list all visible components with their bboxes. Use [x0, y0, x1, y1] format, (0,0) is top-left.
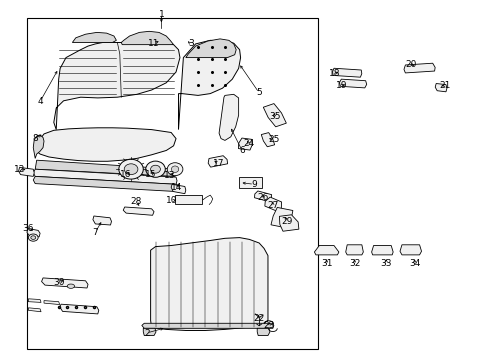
Polygon shape	[54, 42, 180, 130]
Ellipse shape	[167, 163, 183, 176]
Polygon shape	[37, 128, 176, 161]
Polygon shape	[257, 328, 269, 336]
Text: 3: 3	[187, 40, 193, 49]
Polygon shape	[403, 63, 434, 73]
Text: 28: 28	[130, 197, 142, 206]
Text: 16: 16	[120, 171, 132, 180]
Bar	[175, 195, 202, 204]
Polygon shape	[143, 328, 156, 336]
Text: 5: 5	[256, 88, 262, 97]
Text: 26: 26	[257, 194, 268, 202]
Text: 32: 32	[348, 259, 360, 268]
Polygon shape	[142, 323, 273, 328]
Text: 30: 30	[53, 278, 64, 287]
Polygon shape	[238, 138, 252, 150]
Text: 33: 33	[380, 259, 391, 268]
Text: 1: 1	[158, 10, 164, 19]
Text: 36: 36	[22, 224, 34, 233]
Ellipse shape	[124, 164, 138, 175]
Polygon shape	[208, 156, 227, 167]
Polygon shape	[219, 94, 238, 140]
Text: 18: 18	[328, 68, 340, 77]
Text: 21: 21	[438, 81, 450, 90]
Text: 10: 10	[166, 197, 178, 205]
Text: 35: 35	[268, 112, 280, 121]
Text: 23: 23	[263, 321, 274, 330]
Text: 7: 7	[92, 228, 98, 237]
Bar	[238, 177, 262, 188]
Polygon shape	[33, 176, 178, 192]
Text: 6: 6	[239, 146, 244, 155]
Polygon shape	[185, 39, 236, 58]
Polygon shape	[35, 160, 176, 176]
Text: 20: 20	[404, 60, 416, 69]
Ellipse shape	[67, 284, 74, 288]
Polygon shape	[371, 246, 392, 255]
Polygon shape	[264, 197, 281, 211]
Polygon shape	[332, 68, 361, 77]
Polygon shape	[254, 191, 271, 202]
Polygon shape	[93, 216, 111, 225]
Text: 15: 15	[144, 171, 156, 180]
Polygon shape	[261, 132, 274, 147]
Text: 17: 17	[213, 158, 224, 167]
Text: 27: 27	[266, 201, 278, 210]
Polygon shape	[314, 246, 338, 255]
Text: 24: 24	[243, 139, 255, 148]
Polygon shape	[19, 167, 34, 176]
Text: 2: 2	[143, 328, 149, 338]
Polygon shape	[41, 278, 88, 288]
Polygon shape	[33, 135, 44, 158]
Polygon shape	[123, 207, 154, 215]
Polygon shape	[178, 40, 240, 130]
Text: 31: 31	[320, 259, 332, 268]
Ellipse shape	[119, 159, 143, 179]
Bar	[27, 18, 317, 349]
Polygon shape	[72, 32, 116, 42]
Ellipse shape	[28, 234, 38, 241]
Text: 19: 19	[335, 81, 346, 90]
Polygon shape	[345, 245, 363, 255]
Text: 25: 25	[267, 135, 279, 144]
Text: 8: 8	[32, 134, 38, 143]
Text: 14: 14	[171, 183, 183, 192]
Polygon shape	[60, 304, 99, 314]
Polygon shape	[44, 301, 60, 305]
Text: 34: 34	[408, 259, 420, 268]
Polygon shape	[28, 308, 41, 312]
Polygon shape	[279, 215, 298, 231]
Ellipse shape	[145, 161, 165, 177]
Ellipse shape	[31, 236, 36, 239]
Text: 29: 29	[281, 217, 293, 226]
Polygon shape	[121, 31, 173, 45]
Polygon shape	[270, 207, 292, 228]
Polygon shape	[27, 229, 40, 237]
Text: 4: 4	[37, 97, 43, 106]
Polygon shape	[434, 84, 446, 92]
Polygon shape	[150, 238, 267, 330]
Ellipse shape	[150, 165, 160, 173]
Polygon shape	[33, 169, 177, 184]
Polygon shape	[399, 245, 421, 255]
Text: 9: 9	[251, 180, 257, 189]
Ellipse shape	[171, 166, 179, 172]
Polygon shape	[339, 79, 366, 88]
Text: 13: 13	[164, 171, 176, 180]
Text: 11: 11	[148, 39, 160, 48]
Text: 22: 22	[253, 314, 264, 323]
Polygon shape	[263, 104, 286, 127]
Polygon shape	[28, 299, 41, 302]
Polygon shape	[171, 184, 185, 194]
Text: 12: 12	[14, 165, 25, 174]
